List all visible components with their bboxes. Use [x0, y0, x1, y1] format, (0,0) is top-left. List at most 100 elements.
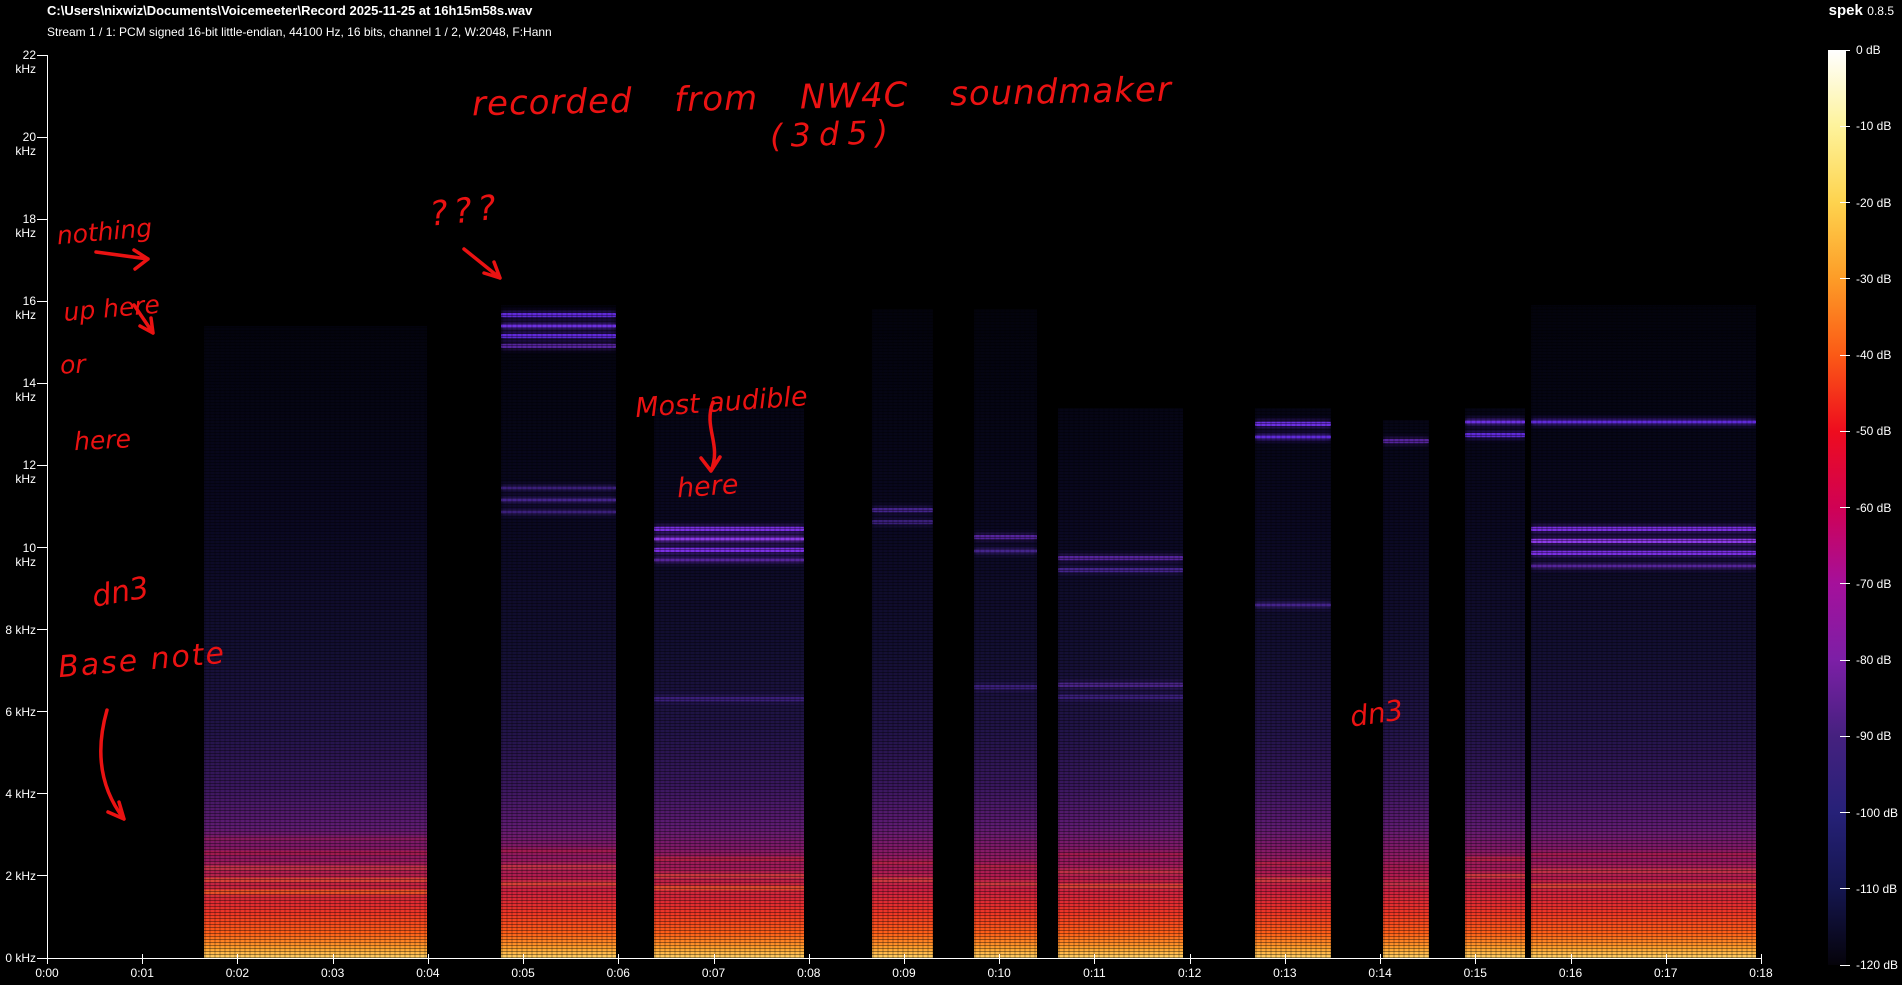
harmonic-stripe	[974, 535, 1037, 539]
harmonic-stripe	[1465, 420, 1525, 424]
freq-tick	[37, 382, 47, 384]
harmonic-stripe	[1531, 551, 1756, 555]
harmonic-stripe	[501, 865, 616, 869]
time-tick	[523, 954, 525, 964]
time-tick	[1475, 954, 1477, 964]
harmonic-stripe	[501, 849, 616, 853]
harmonic-stripe	[204, 878, 427, 882]
harmonic-stripe	[654, 697, 804, 701]
freq-tick	[37, 629, 47, 631]
time-tick	[808, 954, 810, 964]
db-tick	[1840, 125, 1850, 127]
harmonic-stripe	[1465, 433, 1525, 437]
note-band	[204, 326, 427, 958]
db-tick-label: -120 dB	[1856, 958, 1899, 972]
time-tick-label: 0:00	[35, 966, 59, 980]
harmonic-stripe	[872, 508, 933, 512]
harmonic-stripe	[1058, 683, 1183, 687]
harmonic-stripe	[1531, 564, 1756, 568]
harmonic-stripe	[501, 486, 616, 490]
db-tick-label: 0 dB	[1856, 43, 1881, 57]
harmonic-stripe	[654, 886, 804, 890]
harmonic-stripe	[501, 510, 616, 514]
harmonic-stripe	[1465, 874, 1525, 878]
db-tick	[1840, 278, 1850, 280]
freq-tick-label: 12 kHz	[15, 458, 36, 487]
harmonic-stripe	[501, 313, 616, 317]
time-tick-label: 0:07	[701, 966, 726, 980]
harmonic-stripe	[1531, 420, 1756, 424]
harmonic-stripe	[1531, 869, 1756, 873]
time-tick-label: 0:11	[1083, 966, 1106, 980]
time-tick-label: 0:04	[416, 966, 440, 980]
freq-tick-label: 0 kHz	[5, 951, 36, 965]
time-tick	[1284, 954, 1286, 964]
harmonic-stripe	[654, 537, 804, 541]
harmonic-stripe	[1058, 695, 1183, 699]
harmonic-stripe	[872, 861, 933, 865]
note-band	[501, 305, 616, 958]
time-tick-label: 0:13	[1273, 966, 1297, 980]
harmonic-stripe	[872, 878, 933, 882]
db-tick	[1840, 888, 1850, 890]
db-tick	[1840, 202, 1850, 203]
harmonic-stripe	[974, 865, 1037, 869]
harmonic-stripe	[974, 685, 1037, 689]
time-tick	[903, 954, 905, 964]
time-tick	[1094, 954, 1096, 964]
time-tick	[1189, 954, 1191, 964]
freq-tick-label: 18 kHz	[15, 212, 36, 241]
freq-tick-label: 14 kHz	[15, 376, 36, 405]
time-tick	[142, 954, 144, 964]
freq-tick-label: 8 kHz	[5, 622, 36, 637]
harmonic-stripe	[501, 882, 616, 886]
harmonic-stripe	[501, 498, 616, 502]
time-tick-label: 0:03	[320, 966, 345, 980]
harmonic-stripe	[204, 837, 427, 841]
harmonic-stripe	[1255, 435, 1331, 439]
time-tick	[332, 954, 334, 964]
harmonic-stripe	[501, 324, 616, 328]
app-name: spek	[1828, 2, 1863, 19]
freq-tick	[37, 793, 47, 795]
harmonic-stripe	[1255, 862, 1331, 866]
time-tick-label: 0:17	[1654, 966, 1678, 980]
harmonic-stripe	[1531, 539, 1756, 543]
harmonic-stripe	[1255, 422, 1331, 426]
db-tick-label: -30 dB	[1856, 271, 1892, 286]
time-tick-label: 0:18	[1749, 966, 1773, 980]
harmonic-stripe	[974, 549, 1037, 553]
stream-info: Stream 1 / 1: PCM signed 16-bit little-e…	[47, 25, 552, 39]
harmonic-stripe	[204, 851, 427, 855]
db-tick-label: -10 dB	[1856, 119, 1892, 134]
harmonic-stripe	[501, 344, 616, 348]
db-tick	[1840, 735, 1850, 737]
time-tick-label: 0:09	[892, 966, 916, 980]
note-band	[654, 408, 804, 958]
db-tick-label: -100 dB	[1856, 805, 1899, 820]
time-tick	[618, 954, 620, 964]
harmonic-stripe	[501, 334, 616, 338]
freq-tick-label: 22 kHz	[15, 48, 36, 76]
db-tick	[1840, 964, 1850, 966]
harmonic-stripe	[204, 866, 427, 870]
harmonic-stripe	[1531, 527, 1756, 531]
time-tick-label: 0:10	[987, 966, 1011, 980]
freq-tick-label: 10 kHz	[15, 540, 36, 569]
time-tick	[1380, 954, 1382, 964]
freq-tick-label: 20 kHz	[15, 130, 36, 159]
harmonic-stripe	[1058, 568, 1183, 572]
harmonic-stripe	[1255, 878, 1331, 882]
harmonic-stripe	[872, 520, 933, 524]
harmonic-stripe	[204, 890, 427, 894]
time-tick	[1665, 954, 1667, 964]
db-tick-label: -50 dB	[1856, 424, 1892, 439]
freq-tick	[37, 875, 47, 877]
freq-tick	[37, 54, 47, 56]
time-tick-label: 0:08	[797, 966, 821, 980]
time-tick	[427, 954, 429, 964]
db-tick-label: -20 dB	[1856, 195, 1892, 210]
freq-tick	[37, 547, 47, 549]
harmonic-stripe	[1383, 439, 1429, 443]
